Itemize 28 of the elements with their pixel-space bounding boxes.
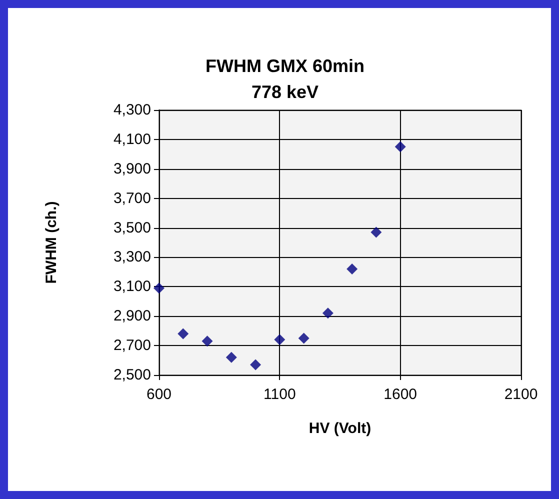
x-axis-title: HV (Volt) bbox=[308, 420, 372, 437]
y-tick-label: 4,300 bbox=[113, 102, 151, 118]
point bbox=[298, 332, 310, 344]
point bbox=[370, 226, 382, 238]
point bbox=[274, 334, 286, 346]
y-tick-label: 3,100 bbox=[113, 278, 151, 296]
chart-title: FWHM GMX 60min 778 keV bbox=[205, 56, 365, 102]
y-tick-label: 3,700 bbox=[113, 190, 151, 207]
x-tick-label: 1100 bbox=[264, 386, 296, 403]
point bbox=[202, 336, 213, 347]
y-tick-label: 4,100 bbox=[113, 130, 151, 148]
point bbox=[226, 352, 237, 363]
point bbox=[250, 359, 262, 370]
y-tick-label: 3,900 bbox=[113, 160, 151, 178]
point bbox=[394, 141, 406, 152]
point bbox=[178, 328, 189, 340]
x-tick-label: 2100 bbox=[504, 386, 538, 403]
point bbox=[154, 282, 164, 294]
y-tick-label: 2,500 bbox=[113, 366, 151, 384]
point bbox=[322, 308, 334, 319]
y-tick-label: 2,700 bbox=[113, 337, 151, 354]
y-tick-label: 3,500 bbox=[113, 219, 151, 236]
x-tick-label: 1600 bbox=[384, 386, 418, 403]
y-axis-title: FWHM (ch.) bbox=[43, 201, 60, 284]
x-tick-label: 600 bbox=[146, 386, 172, 403]
point bbox=[346, 264, 358, 274]
y-tick-label: 3,300 bbox=[113, 248, 151, 266]
y-tick-label: 2,900 bbox=[113, 308, 151, 325]
